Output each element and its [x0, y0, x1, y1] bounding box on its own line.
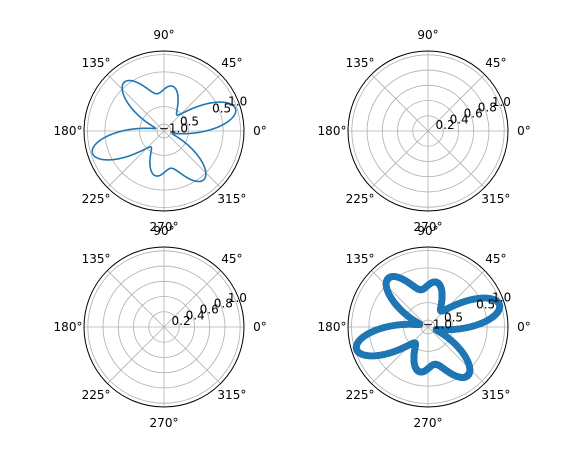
r-tick-label: −1.0 [159, 121, 188, 135]
theta-tick-label: 225° [82, 388, 111, 402]
series-line [91, 79, 237, 183]
theta-tick-label: 45° [221, 56, 242, 70]
theta-tick-label: 180° [318, 124, 347, 138]
theta-tick-label: 135° [346, 56, 375, 70]
polar-spine [83, 246, 245, 408]
theta-gridline [371, 74, 429, 132]
r-tick-label: 0.5 [444, 311, 463, 325]
theta-gridline [107, 270, 165, 328]
theta-tick-label: 90° [417, 28, 438, 42]
theta-tick-label: 315° [481, 388, 510, 402]
r-tick-label: 0.5 [212, 101, 231, 115]
theta-tick-label: 315° [481, 192, 510, 206]
theta-tick-label: 0° [253, 320, 267, 334]
r-tick-label: 1.0 [228, 95, 247, 109]
theta-gridline [427, 270, 485, 328]
theta-gridline [163, 130, 221, 188]
polar-spine [83, 50, 245, 212]
theta-tick-label: 180° [318, 320, 347, 334]
r-tick-label: −1.0 [423, 317, 452, 331]
series-scatter [352, 273, 504, 381]
r-tick-label: 0.5 [180, 115, 199, 129]
r-tick-label: 0.6 [464, 107, 483, 121]
polar-spine [347, 246, 509, 408]
theta-tick-label: 270° [150, 416, 179, 430]
scatter-point [465, 323, 473, 331]
theta-gridline [427, 74, 485, 132]
r-tick-label: 0.4 [450, 112, 469, 126]
theta-tick-label: 270° [414, 220, 443, 234]
polar-spine [347, 50, 509, 212]
r-tick-label: 1.0 [492, 95, 511, 109]
theta-gridline [107, 74, 165, 132]
theta-tick-label: 315° [217, 192, 246, 206]
theta-tick-label: 135° [346, 252, 375, 266]
theta-tick-label: 135° [82, 56, 111, 70]
theta-gridline [163, 270, 221, 328]
r-tick-label: 0.2 [436, 118, 455, 132]
theta-gridline [163, 326, 221, 384]
r-tick-label: 0.8 [214, 297, 233, 311]
theta-tick-label: 270° [414, 416, 443, 430]
polar-panel-bottom-left: 0° 45° 90° 135° 180° 225° 270° 315° 0.20.40.60.8… [54, 224, 267, 430]
r-tick-label: 0.5 [476, 297, 495, 311]
polar-panel-top-right: 0° 45° 90° 135° 180° 225° 270° 315° 0.20.40.60.8… [318, 28, 531, 234]
theta-tick-label: 45° [221, 252, 242, 266]
theta-tick-label: 45° [485, 252, 506, 266]
theta-tick-label: 0° [517, 124, 531, 138]
r-tick-label: 1.0 [228, 291, 247, 305]
theta-tick-label: 90° [417, 224, 438, 238]
theta-gridline [427, 130, 485, 188]
theta-tick-label: 180° [54, 320, 83, 334]
theta-gridline [427, 326, 485, 384]
theta-tick-label: 315° [217, 388, 246, 402]
theta-tick-label: 225° [346, 192, 375, 206]
theta-tick-label: 180° [54, 124, 83, 138]
theta-tick-label: 90° [153, 224, 174, 238]
theta-gridline [371, 130, 429, 188]
r-tick-label: 0.6 [200, 303, 219, 317]
r-tick-label: 0.2 [172, 314, 191, 328]
theta-gridline [107, 130, 165, 188]
r-tick-label: 1.0 [492, 291, 511, 305]
theta-tick-label: 225° [82, 192, 111, 206]
polar-panel-top-left: 0°45°90°135°180°225°270°315°−1.00.50.51.… [54, 28, 267, 234]
r-tick-label: 0.8 [478, 101, 497, 115]
theta-tick-label: 0° [517, 320, 531, 334]
theta-tick-label: 45° [485, 56, 506, 70]
theta-tick-label: 90° [153, 28, 174, 42]
theta-tick-label: 135° [82, 252, 111, 266]
r-tick-label: 0.4 [186, 308, 205, 322]
polar-panel-bottom-right: 0°45°90°135°180°225°270°315°−1.00.50.51.… [318, 224, 531, 430]
theta-gridline [371, 270, 429, 328]
theta-gridline [107, 326, 165, 384]
theta-gridline [371, 326, 429, 384]
theta-tick-label: 270° [150, 220, 179, 234]
theta-tick-label: 225° [346, 388, 375, 402]
theta-gridline [163, 74, 221, 132]
theta-tick-label: 0° [253, 124, 267, 138]
